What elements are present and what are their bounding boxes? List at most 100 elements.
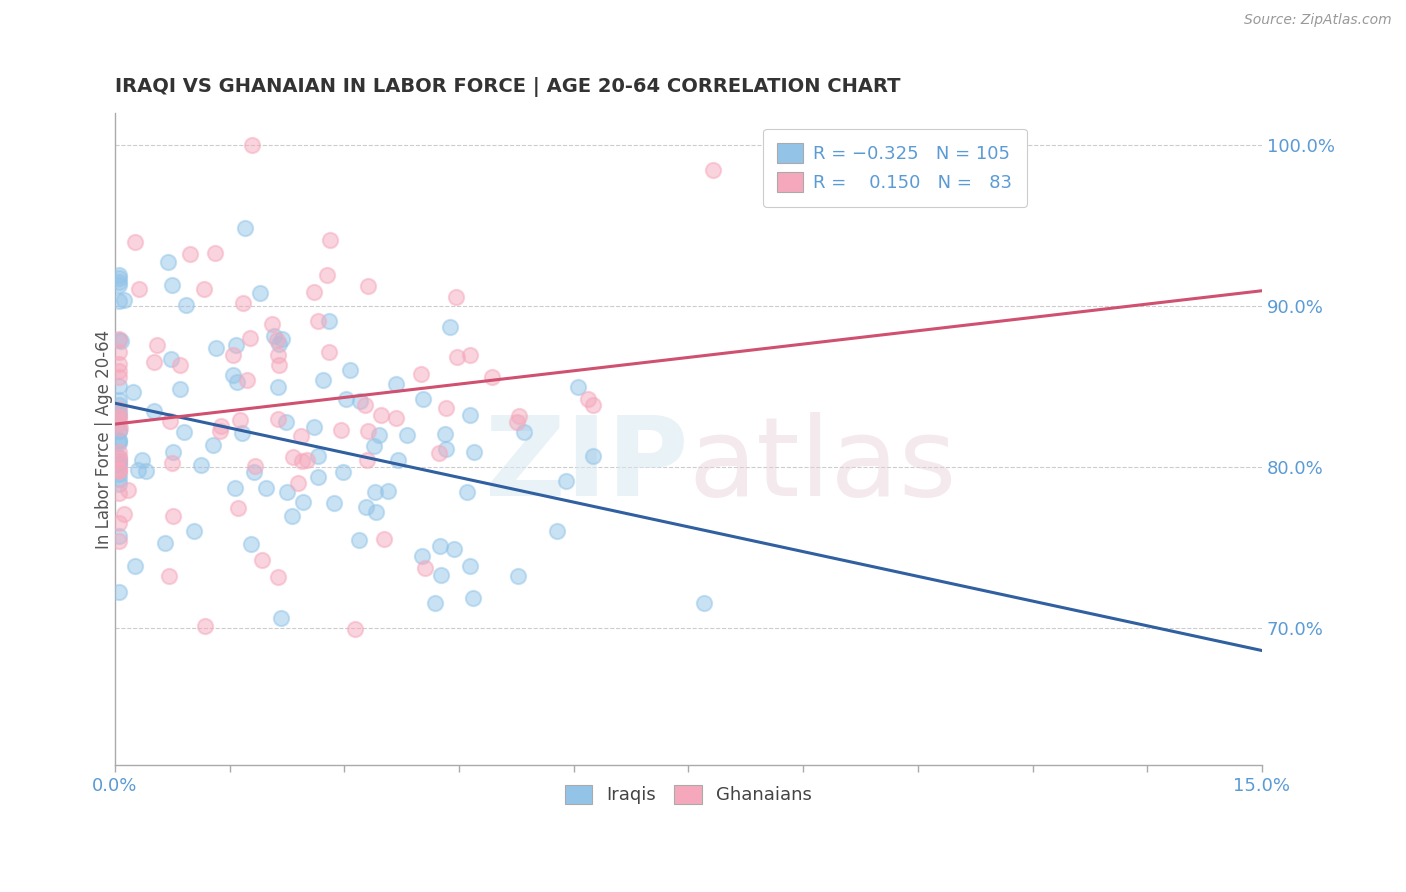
Point [108, 424, 131, 438]
Point [221, 368, 243, 382]
Legend: Iraqis, Ghanaians: Iraqis, Ghanaians [558, 778, 820, 812]
Point [430, 568, 453, 582]
Point [546, 524, 568, 539]
Point [281, 508, 304, 523]
Point [240, 537, 263, 551]
Point [458, 409, 481, 423]
Point [387, 453, 409, 467]
Point [108, 463, 131, 477]
Point [108, 332, 131, 346]
Text: IRAQI VS GHANAIAN IN LABOR FORCE | AGE 20-64 CORRELATION CHART: IRAQI VS GHANAIAN IN LABOR FORCE | AGE 2… [115, 78, 900, 97]
Point [201, 438, 224, 452]
Point [506, 415, 529, 429]
Point [307, 470, 329, 484]
Point [204, 245, 226, 260]
Point [240, 138, 263, 153]
Point [108, 357, 131, 371]
Point [481, 370, 503, 384]
Point [433, 427, 456, 442]
Point [108, 370, 131, 384]
Point [108, 392, 131, 407]
Point [108, 450, 131, 465]
Point [291, 454, 314, 468]
Point [693, 596, 716, 610]
Point [108, 436, 131, 450]
Point [702, 163, 724, 178]
Point [146, 338, 169, 352]
Point [108, 277, 131, 292]
Point [249, 286, 271, 301]
Point [302, 285, 325, 299]
Point [276, 484, 298, 499]
Point [357, 424, 380, 438]
Point [108, 276, 131, 290]
Point [225, 338, 247, 352]
Point [295, 453, 318, 467]
Point [190, 458, 212, 472]
Point [274, 415, 297, 429]
Point [108, 409, 131, 423]
Point [108, 461, 131, 475]
Point [108, 433, 131, 447]
Point [153, 535, 176, 549]
Point [122, 384, 145, 399]
Point [263, 329, 285, 343]
Point [194, 619, 217, 633]
Point [443, 542, 465, 557]
Point [385, 410, 408, 425]
Point [357, 279, 380, 293]
Point [108, 410, 131, 425]
Point [112, 293, 135, 308]
Point [508, 409, 530, 424]
Point [270, 332, 292, 346]
Point [582, 398, 605, 412]
Point [162, 456, 184, 470]
Point [412, 392, 434, 407]
Point [112, 508, 135, 522]
Point [567, 380, 589, 394]
Point [169, 358, 191, 372]
Point [267, 337, 290, 351]
Point [229, 413, 252, 427]
Point [356, 453, 378, 467]
Point [108, 270, 131, 285]
Point [318, 313, 340, 327]
Point [250, 553, 273, 567]
Point [354, 500, 377, 514]
Point [162, 509, 184, 524]
Point [157, 255, 180, 269]
Point [330, 423, 353, 437]
Point [576, 392, 599, 407]
Point [245, 459, 267, 474]
Point [439, 320, 461, 334]
Point [108, 417, 131, 431]
Point [108, 293, 131, 308]
Point [108, 378, 131, 392]
Point [108, 458, 131, 472]
Point [108, 458, 131, 472]
Point [108, 485, 131, 500]
Point [318, 345, 340, 359]
Point [384, 377, 406, 392]
Point [270, 611, 292, 625]
Point [458, 558, 481, 573]
Point [283, 450, 305, 464]
Point [290, 429, 312, 443]
Point [267, 348, 290, 362]
Point [108, 534, 131, 549]
Point [343, 622, 366, 636]
Point [176, 298, 198, 312]
Point [124, 235, 146, 249]
Point [135, 464, 157, 478]
Point [108, 420, 131, 434]
Point [354, 398, 377, 412]
Point [458, 348, 481, 362]
Point [193, 282, 215, 296]
Point [157, 568, 180, 582]
Point [332, 466, 354, 480]
Point [108, 464, 131, 478]
Point [463, 445, 485, 459]
Point [108, 344, 131, 359]
Point [254, 481, 277, 495]
Point [506, 568, 529, 582]
